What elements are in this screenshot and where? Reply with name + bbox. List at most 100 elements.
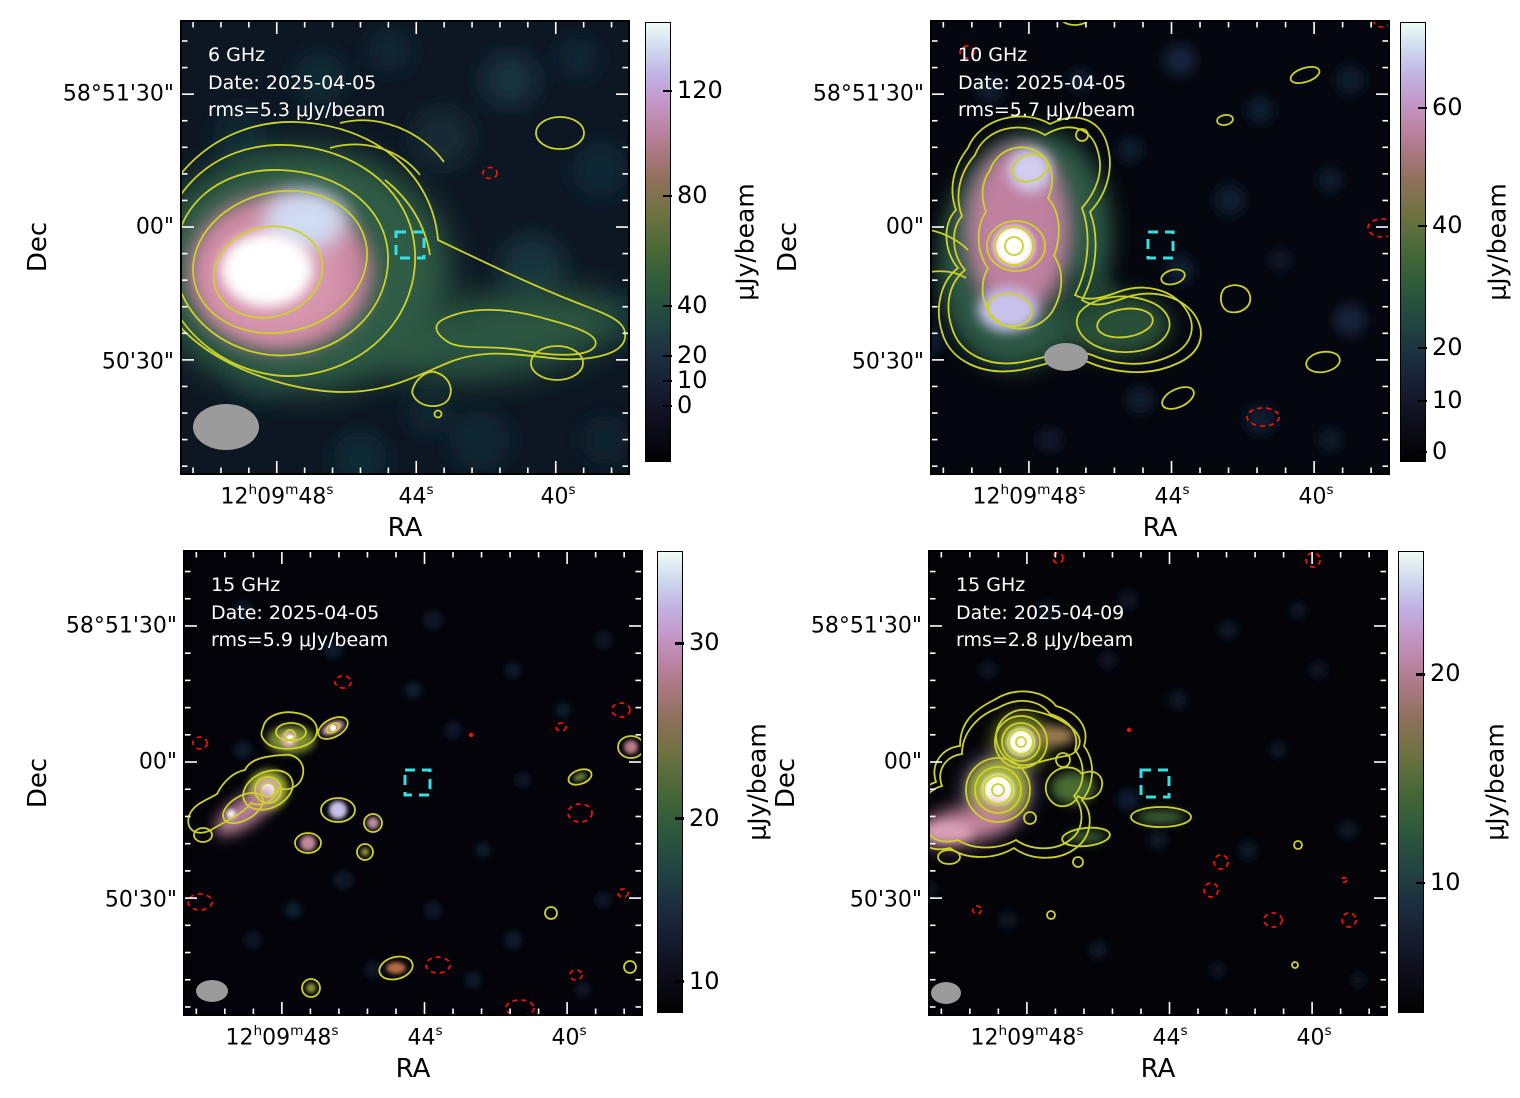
noise-blobs: [233, 600, 612, 998]
aperture-box: [394, 230, 426, 260]
date-label: Date: 2025-04-05: [208, 71, 377, 94]
ra-tick-label: 44s: [407, 1023, 443, 1051]
map-15ghz-0409: [928, 550, 1388, 1016]
frequency-label: 15 GHz: [956, 574, 1026, 596]
noise-blobs: [930, 44, 1366, 453]
negative-peak-dot: [1126, 727, 1132, 733]
colorbar-gradient: [1398, 551, 1424, 1013]
dec-tick-label: 50'30": [851, 349, 924, 375]
dec-tick-label: 50'30": [104, 887, 177, 913]
map-15ghz-0405-image: [183, 550, 643, 1016]
axis-ticks: [185, 552, 641, 1014]
y-axis-label: Dec: [23, 221, 53, 273]
positive-contours: [187, 711, 643, 998]
colorbar-tick: 20: [675, 804, 720, 832]
x-axis-label: RA: [1142, 513, 1178, 543]
colorbar-tick: 80: [663, 181, 708, 209]
ra-tick-label: 40s: [1296, 1023, 1332, 1051]
dec-tick-label: 00": [883, 749, 922, 775]
colorbar-tick: 40: [663, 291, 708, 319]
colorbar-tick: 0: [663, 391, 692, 419]
frequency-label: 10 GHz: [958, 44, 1028, 66]
dec-tick-label: 00": [135, 214, 174, 240]
colorbar-unit-label: μJy/beam: [1482, 183, 1512, 301]
beam-ellipse: [193, 404, 259, 450]
positive-contours: [180, 116, 626, 419]
colorbar-tick: 0: [1418, 437, 1447, 465]
map-15ghz-0405: [183, 550, 643, 1016]
date-label: Date: 2025-04-05: [958, 71, 1127, 94]
axis-ticks: [182, 22, 628, 473]
negative-contour: [482, 166, 498, 180]
colorbar-tick: 20: [1418, 333, 1463, 361]
panel-annotation: 15 GHz Date: 2025-04-05 rms=5.9 μJy/beam: [211, 572, 388, 655]
rms-label: rms=5.3 μJy/beam: [208, 99, 386, 122]
date-label: Date: 2025-04-05: [211, 601, 380, 624]
positive-contours: [928, 690, 1303, 969]
colorbar-tick: 30: [675, 628, 720, 656]
dec-tick-label: 50'30": [849, 887, 922, 913]
colorbar-gradient: [657, 551, 683, 1013]
negative-peak-dot: [468, 732, 474, 738]
axis-ticks: [932, 22, 1388, 473]
noise-blobs: [928, 590, 1366, 988]
map-10ghz: [930, 20, 1390, 475]
dec-tick-label: 58°51'30": [810, 613, 922, 639]
panel-annotation: 15 GHz Date: 2025-04-09 rms=2.8 μJy/beam: [956, 572, 1133, 655]
ra-tick-label: 40s: [540, 482, 576, 510]
ra-tick-label: 12h09m48s: [225, 1023, 339, 1051]
axis-ticks: [930, 552, 1386, 1014]
beam-ellipse: [1044, 343, 1088, 371]
colorbar-tick: 10: [663, 366, 708, 394]
ra-tick-label: 40s: [551, 1023, 587, 1051]
aperture-box: [1146, 230, 1175, 260]
dec-tick-label: 50'30": [101, 349, 174, 375]
aperture-box: [1139, 768, 1171, 799]
x-axis-label: RA: [387, 513, 423, 543]
ra-tick-label: 12h09m48s: [970, 1023, 1084, 1051]
y-axis-label: Dec: [773, 221, 803, 273]
colorbar-tick: 10: [675, 967, 720, 995]
colorbar-tick: 60: [1418, 93, 1463, 121]
colorbar-tick: 40: [1418, 211, 1463, 239]
dec-tick-label: 00": [138, 749, 177, 775]
frequency-label: 15 GHz: [211, 574, 281, 596]
ra-tick-label: 44s: [1154, 482, 1190, 510]
ra-tick-label: 40s: [1298, 482, 1334, 510]
dec-tick-label: 58°51'30": [812, 81, 924, 107]
ra-tick-label: 44s: [398, 482, 434, 510]
beam-ellipse: [196, 980, 228, 1002]
dec-tick-label: 58°51'30": [62, 81, 174, 107]
ra-tick-label: 12h09m48s: [972, 482, 1086, 510]
x-axis-label: RA: [395, 1054, 431, 1084]
negative-contours: [187, 675, 631, 1016]
colorbar-tick: 120: [663, 76, 723, 104]
ra-tick-label: 12h09m48s: [220, 482, 334, 510]
axes-spine: [183, 550, 643, 1016]
frequency-label: 6 GHz: [208, 44, 266, 66]
axes-spine: [930, 20, 1390, 475]
colorbar-unit-label: μJy/beam: [742, 723, 772, 841]
panel-annotation: 6 GHz Date: 2025-04-05 rms=5.3 μJy/beam: [208, 42, 385, 125]
x-axis-label: RA: [1140, 1054, 1176, 1084]
colorbar-tick: 20: [663, 341, 708, 369]
negative-contours: [972, 552, 1357, 928]
y-axis-label: Dec: [771, 757, 801, 809]
colorbar-15ghz-0409: 20 10: [1398, 551, 1508, 1013]
colorbar-gradient: [645, 22, 671, 462]
positive-contours: [930, 20, 1341, 410]
colorbar-tick: 20: [1416, 659, 1461, 687]
colorbar-10ghz: 60 40 20 10 0: [1400, 22, 1510, 465]
map-15ghz-0409-image: [928, 550, 1388, 1016]
dec-tick-label: 58°51'30": [65, 613, 177, 639]
rms-label: rms=5.7 μJy/beam: [958, 99, 1136, 122]
map-6ghz: [180, 20, 630, 475]
rms-label: rms=5.9 μJy/beam: [211, 629, 389, 652]
rms-label: rms=2.8 μJy/beam: [956, 629, 1134, 652]
colorbar-tick: 10: [1416, 868, 1461, 896]
colorbar-gradient: [1400, 22, 1426, 462]
map-6ghz-image: [180, 20, 630, 475]
axes-spine: [928, 550, 1388, 1016]
ra-tick-label: 44s: [1152, 1023, 1188, 1051]
